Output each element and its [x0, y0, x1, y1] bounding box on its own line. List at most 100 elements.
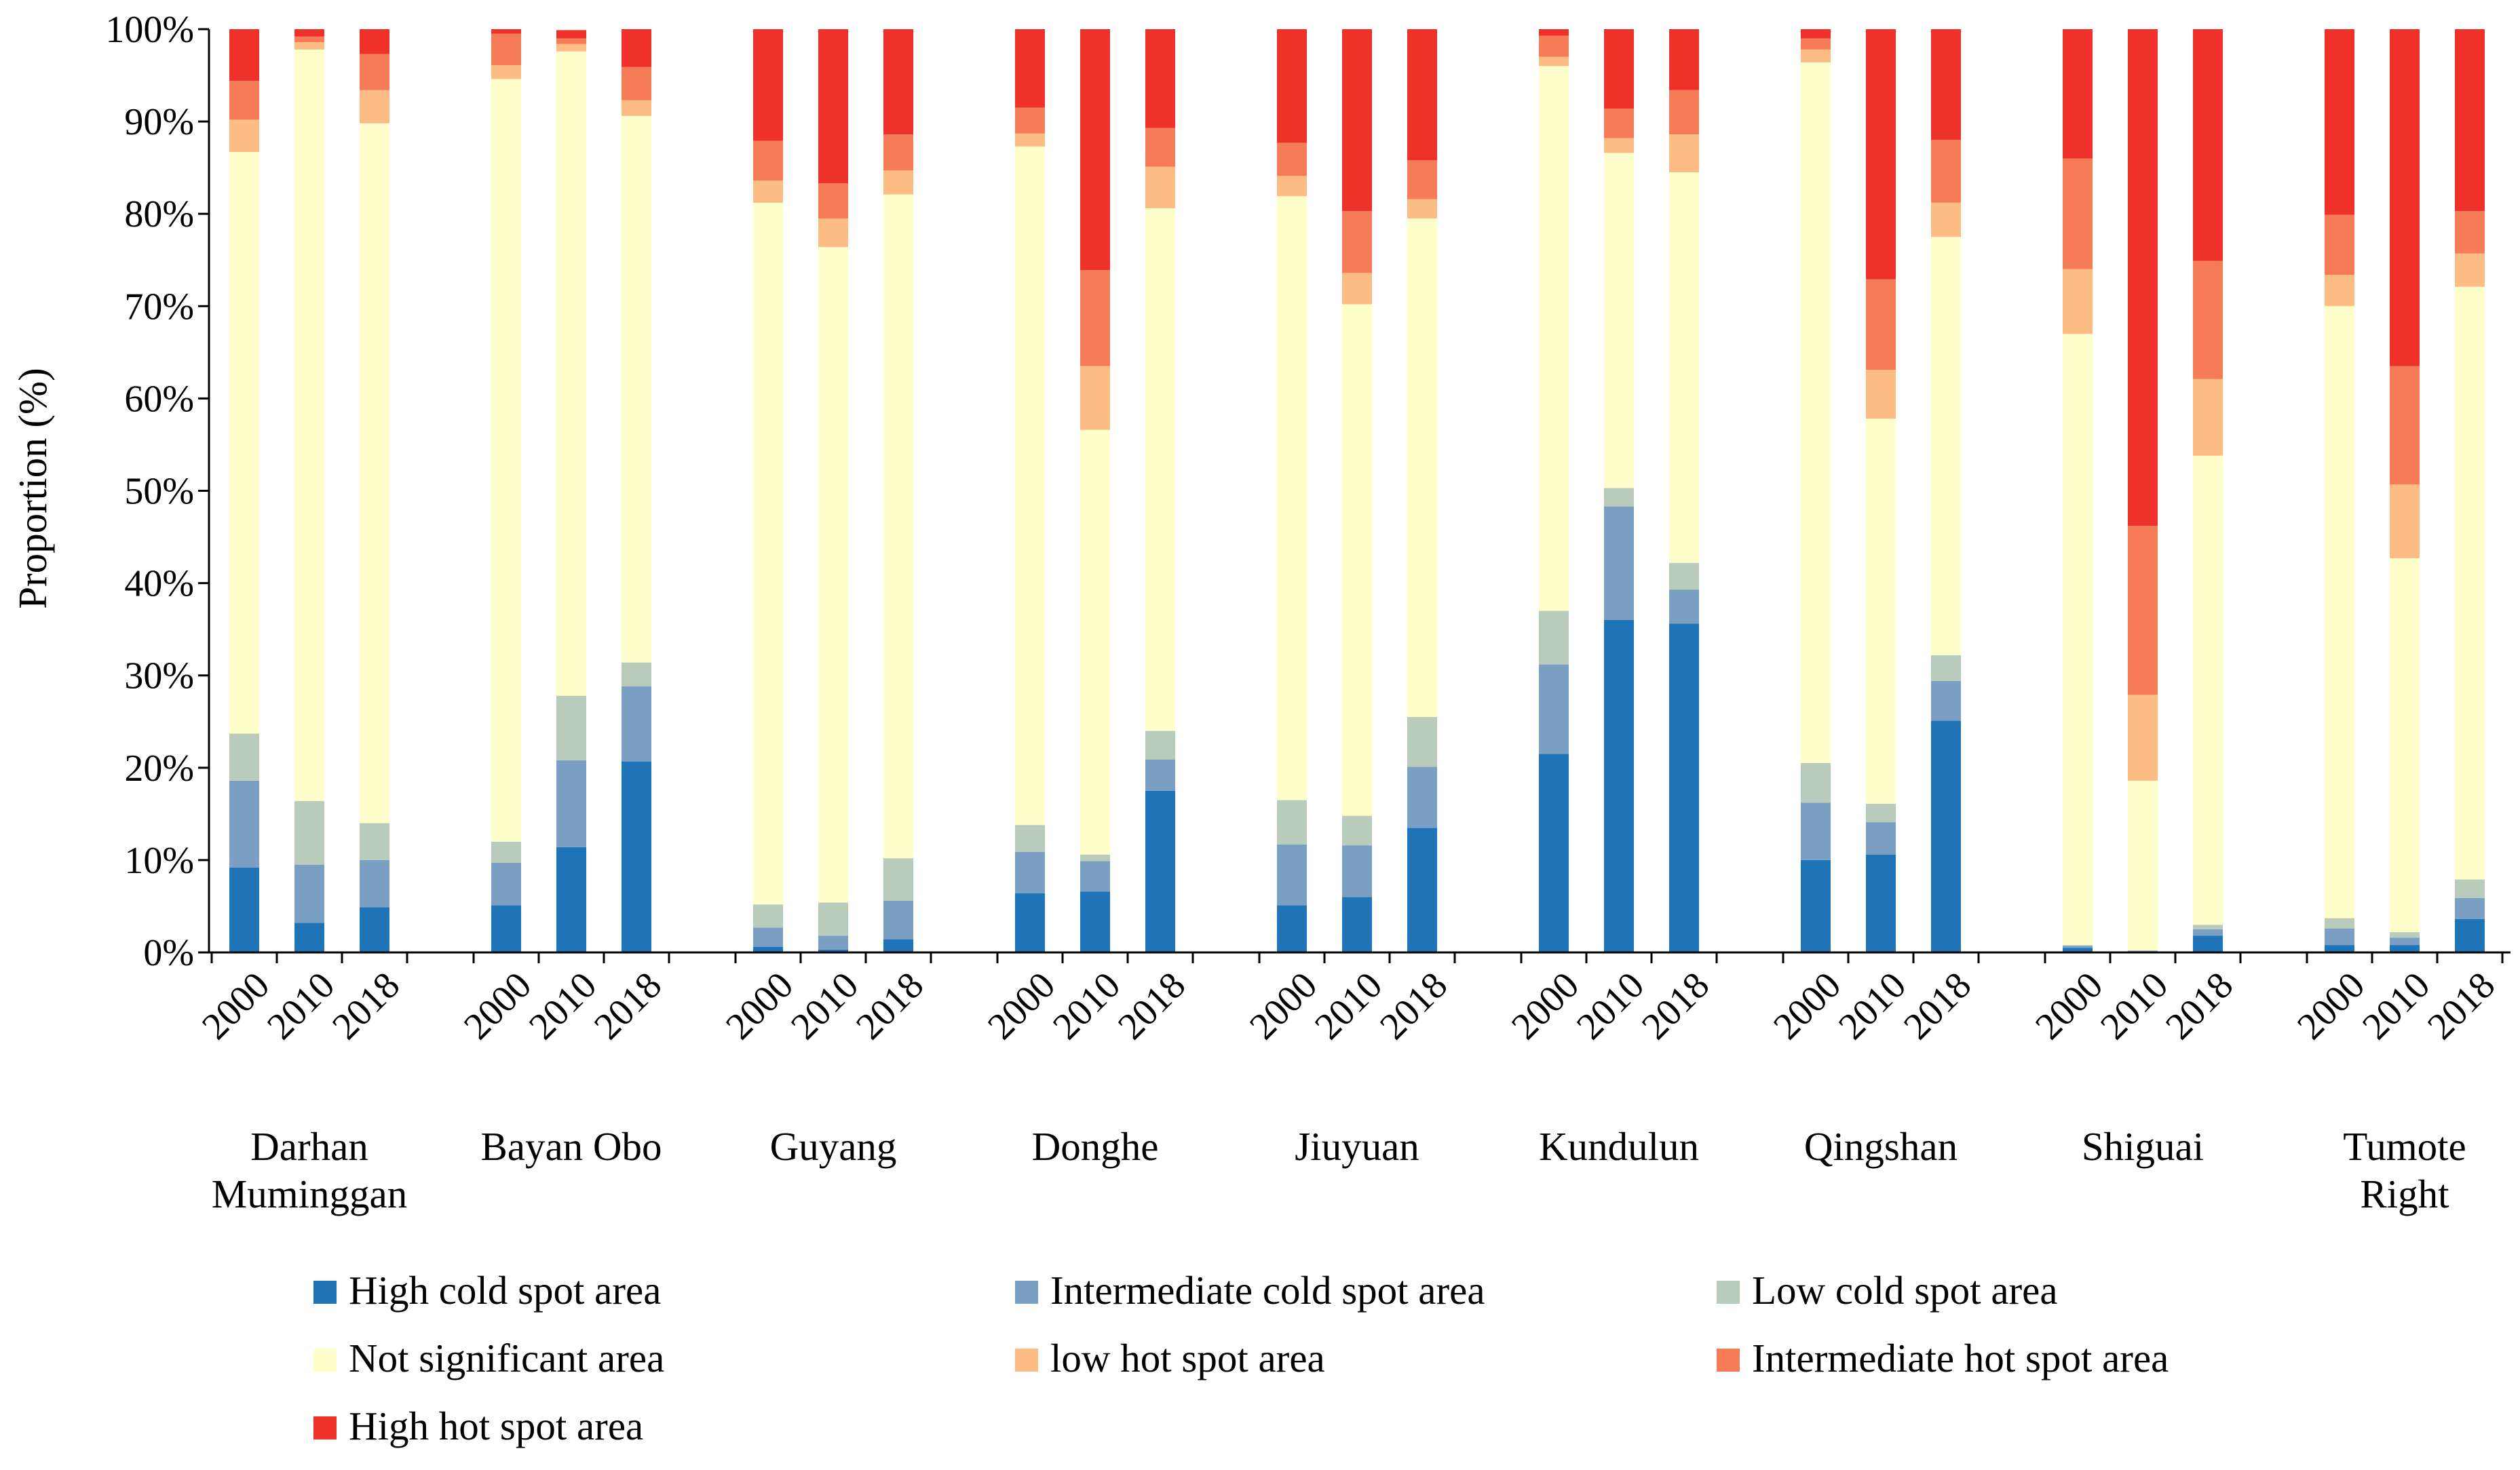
bar-segment — [753, 904, 783, 928]
bar-segment — [491, 841, 521, 863]
bar-segment — [1604, 153, 1634, 488]
bar-segment — [1604, 620, 1634, 952]
legend-label: Intermediate hot spot area — [1752, 1336, 2169, 1380]
bar-segment — [818, 902, 848, 936]
bar-segment — [1669, 90, 1699, 135]
bar-segment — [1342, 273, 1372, 305]
bar-segment — [2325, 275, 2354, 307]
bar-segment — [1277, 905, 1307, 952]
y-tick-label: 40% — [124, 563, 194, 605]
bar-segment — [1669, 562, 1699, 590]
bar-segment — [1277, 142, 1307, 176]
bar-segment — [491, 29, 521, 34]
bar-segment — [1539, 29, 1569, 36]
bar-segment — [1539, 56, 1569, 66]
bar-segment — [1931, 680, 1961, 721]
bar-segment — [753, 946, 783, 952]
bar-segment — [883, 858, 913, 901]
bar-segment — [2193, 935, 2223, 952]
bar-segment — [818, 218, 848, 248]
bar-segment — [556, 847, 586, 952]
bar-segment — [1407, 218, 1437, 717]
bar-segment — [229, 867, 259, 952]
bar-segment — [556, 43, 586, 52]
axes-layer — [198, 28, 2511, 963]
bar-segment — [622, 662, 651, 686]
bar-segment — [1669, 623, 1699, 952]
bar-segment — [1801, 49, 1831, 62]
bar-segment — [2390, 945, 2420, 952]
bar-segment — [1080, 854, 1110, 862]
bar-segment — [1277, 176, 1307, 197]
legend-label: low hot spot area — [1050, 1336, 1325, 1380]
bar-segment — [294, 42, 324, 50]
bar-segment — [491, 33, 521, 66]
legend-swatch — [1015, 1281, 1038, 1304]
bar-segment — [2128, 695, 2158, 781]
bar-segment — [1539, 35, 1569, 57]
bar-segment — [2063, 948, 2093, 952]
bar-segment — [883, 170, 913, 195]
bar-segment — [1669, 172, 1699, 563]
bar-segment — [2128, 29, 2158, 526]
bar-segment — [883, 939, 913, 952]
bar-segment — [2193, 260, 2223, 379]
bar-segment — [1669, 29, 1699, 90]
bar-segment — [1866, 29, 1896, 279]
bar-segment — [2390, 29, 2420, 366]
bar-segment — [1342, 211, 1372, 273]
bar-segment — [360, 90, 389, 123]
bar-segment — [1539, 754, 1569, 952]
bar-segment — [1866, 370, 1896, 419]
bar-segment — [1342, 897, 1372, 952]
bar-segment — [1866, 279, 1896, 370]
bar-segment — [2455, 29, 2485, 212]
bar-segment — [2325, 29, 2354, 215]
bar-segment — [622, 115, 651, 663]
bar-segment — [1407, 160, 1437, 199]
bar-segment — [622, 29, 651, 67]
bar-segment — [229, 152, 259, 734]
bar-segment — [1407, 828, 1437, 952]
bar-segment — [1145, 731, 1175, 760]
bar-segment — [1145, 166, 1175, 208]
bar-segment — [2193, 379, 2223, 456]
bar-segment — [2455, 286, 2485, 880]
bar-segment — [1277, 29, 1307, 143]
bar-segment — [229, 29, 259, 81]
bar-segment — [294, 29, 324, 37]
bar-segment — [2063, 269, 2093, 334]
group-label: Donghe — [1032, 1124, 1159, 1169]
bar-segment — [2325, 306, 2354, 918]
bar-segment — [622, 686, 651, 762]
y-axis-title: Proportion (%) — [10, 368, 55, 609]
y-tick-label: 30% — [124, 655, 194, 697]
bar-segment — [1801, 859, 1831, 952]
bar-segment — [1015, 146, 1045, 826]
bar-segment — [818, 949, 848, 952]
bar-segment — [2325, 918, 2354, 929]
bar-segment — [1145, 790, 1175, 952]
y-tick-label: 60% — [124, 378, 194, 420]
bar-segment — [1015, 851, 1045, 893]
y-tick-label: 50% — [124, 471, 194, 513]
bar-segment — [2455, 253, 2485, 287]
bar-segment — [1277, 800, 1307, 845]
bar-segment — [818, 183, 848, 218]
bar-segment — [2325, 214, 2354, 275]
bar-segment — [1015, 825, 1045, 852]
bar-segment — [2063, 946, 2093, 948]
y-tick-label: 20% — [124, 748, 194, 790]
legend-label: High hot spot area — [349, 1404, 643, 1448]
y-tick-label: 90% — [124, 101, 194, 143]
bar-segment — [753, 202, 783, 905]
bar-segment — [818, 935, 848, 950]
bar-segment — [1801, 62, 1831, 763]
bar-segment — [360, 123, 389, 824]
bar-segment — [1145, 128, 1175, 167]
bar-segment — [294, 49, 324, 801]
bar-segment — [360, 907, 389, 952]
bar-segment — [556, 38, 586, 44]
bar-segment — [1407, 199, 1437, 218]
